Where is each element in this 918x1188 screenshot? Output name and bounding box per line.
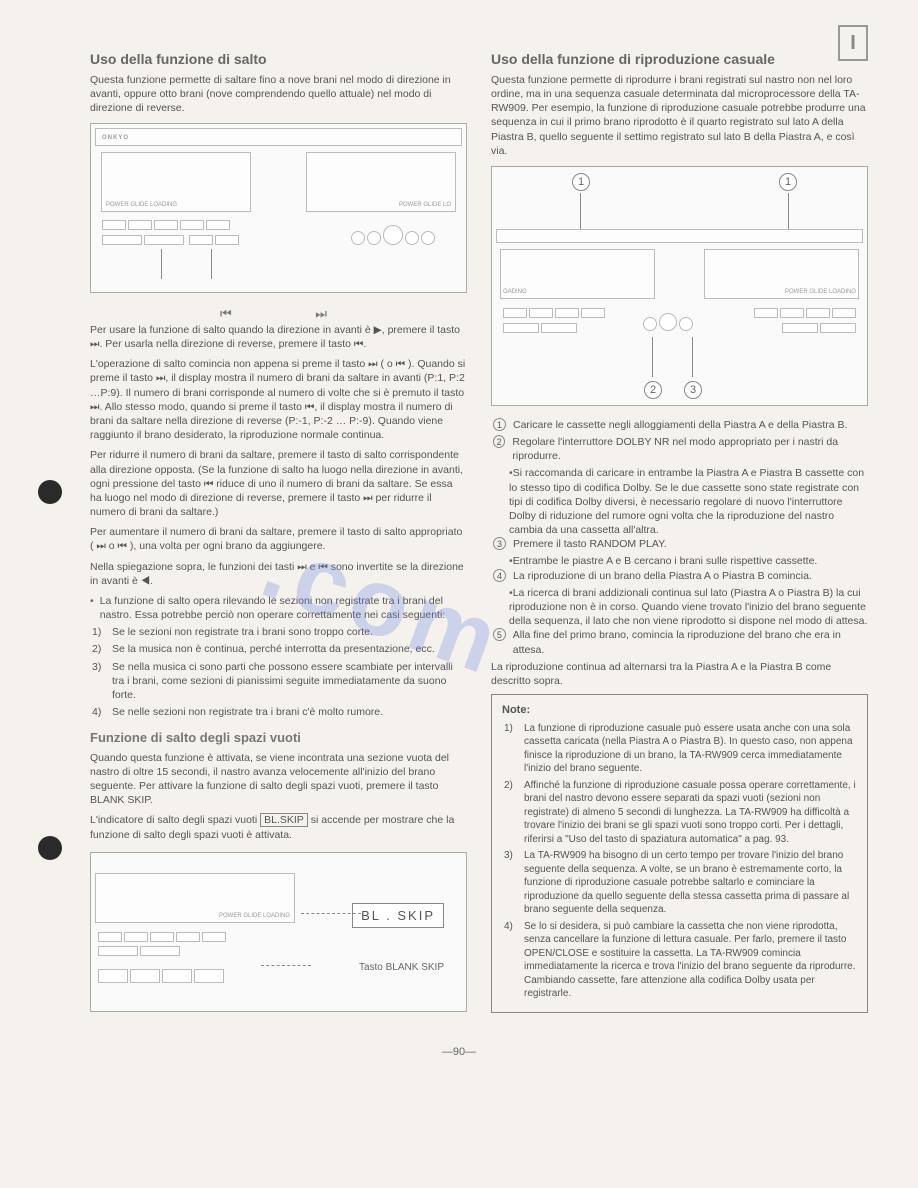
- step-text: La riproduzione di un brano della Piastr…: [513, 569, 812, 583]
- list-num: 3): [92, 660, 108, 703]
- step-text: Regolare l'interruttore DOLBY NR nel mod…: [512, 435, 868, 463]
- callout-3: 3: [684, 381, 702, 399]
- list-text: Se le sezioni non registrate tra i brani…: [112, 625, 373, 639]
- step-num: 5: [493, 628, 506, 641]
- panel-label: POWER GLIDE LOADING: [219, 912, 290, 920]
- right-column: Uso della funzione di riproduzione casua…: [491, 50, 868, 1024]
- notes-box: Note: 1)La funzione di riproduzione casu…: [491, 694, 868, 1013]
- blskip-indicator: BL . SKIP: [352, 903, 444, 929]
- panel-label: POWER GLIDE LOADING: [785, 288, 856, 296]
- step-note: La ricerca di brani addizionali continua…: [509, 587, 867, 627]
- deck-diagram-left: ONKYO POWER GLIDE LOADING POWER GLIDE LO: [90, 123, 467, 293]
- callout-2: 2: [644, 381, 662, 399]
- intro-para: Questa funzione permette di riprodurre i…: [491, 73, 868, 158]
- heading-salto: Uso della funzione di salto: [90, 50, 467, 69]
- page-number: —90—: [10, 1046, 908, 1058]
- list-text: Se nelle sezioni non registrate tra i br…: [112, 705, 383, 719]
- callout-1: 1: [572, 173, 590, 191]
- step-num: 4: [493, 569, 506, 582]
- list-num: 2): [92, 642, 108, 656]
- note-num: 3): [504, 849, 520, 917]
- binder-hole: [38, 836, 62, 860]
- note-num: 1): [504, 722, 520, 776]
- numbered-list: 1) Se le sezioni non registrate tra i bra…: [90, 625, 467, 719]
- list-text: Se nella musica ci sono parti che posson…: [112, 660, 467, 703]
- callout-1b: 1: [779, 173, 797, 191]
- panel-label: POWER GLIDE LO: [399, 201, 451, 209]
- note-text: Se lo si desidera, si può cambiare la ca…: [524, 920, 857, 1001]
- step-text: Alla fine del primo brano, comincia la r…: [513, 628, 868, 656]
- skip-icons: ⏮ ⏭: [90, 305, 467, 323]
- step-num: 1: [493, 418, 506, 431]
- page-columns: Uso della funzione di salto Questa funzi…: [10, 20, 908, 1034]
- section-indicator: I: [838, 25, 868, 61]
- list-text: Se la musica non è continua, perché inte…: [112, 642, 435, 656]
- note-text: La funzione di riproduzione casuale può …: [524, 722, 857, 776]
- inline-indicator: BL.SKIP: [260, 813, 308, 827]
- body-para: Nella spiegazione sopra, le funzioni dei…: [90, 560, 467, 588]
- note-text: Affinché la funzione di riproduzione cas…: [524, 779, 857, 847]
- body-para: Per aumentare il numero di brani da salt…: [90, 525, 467, 553]
- body-para: L'operazione di salto comincia non appen…: [90, 357, 467, 442]
- closing-para: La riproduzione continua ad alternarsi t…: [491, 660, 868, 688]
- note-num: 4): [504, 920, 520, 1001]
- step-num: 3: [493, 537, 506, 550]
- intro-para: Questa funzione permette di saltare fino…: [90, 73, 467, 116]
- list-num: 1): [92, 625, 108, 639]
- heading-random: Uso della funzione di riproduzione casua…: [491, 50, 868, 69]
- brand-label: ONKYO: [102, 135, 129, 141]
- list-num: 4): [92, 705, 108, 719]
- note-num: 2): [504, 779, 520, 847]
- steps-list: 1 Caricare le cassette negli alloggiament…: [491, 418, 868, 657]
- step-note: Entrambe le piastre A e B cercano i bran…: [513, 555, 818, 567]
- body-para: Per usare la funzione di salto quando la…: [90, 323, 467, 351]
- body-para: Per ridurre il numero di brani da saltar…: [90, 448, 467, 519]
- panel-label: POWER GLIDE LOADING: [106, 201, 177, 209]
- heading-blank-skip: Funzione di salto degli spazi vuoti: [90, 729, 467, 747]
- bullet-text: La funzione di salto opera rilevando le …: [100, 594, 467, 622]
- bullet-icon: [90, 594, 94, 622]
- blskip-caption: Tasto BLANK SKIP: [359, 961, 444, 975]
- left-column: Uso della funzione di salto Questa funzi…: [90, 50, 467, 1024]
- deck-diagram-right: 1 1 OADING POWER GLIDE LOADING: [491, 166, 868, 406]
- step-text: Premere il tasto RANDOM PLAY.: [513, 537, 667, 551]
- body-para: L'indicatore di salto degli spazi vuoti …: [90, 813, 467, 841]
- note-text: La TA-RW909 ha bisogno di un certo tempo…: [524, 849, 857, 917]
- step-text: Caricare le cassette negli alloggiamenti…: [513, 418, 847, 432]
- panel-label: OADING: [503, 288, 527, 296]
- step-note: Si raccomanda di caricare in entrambe la…: [509, 467, 864, 536]
- blskip-diagram: POWER GLIDE LOADING BL . SKIP Tasto BLAN…: [90, 852, 467, 1012]
- binder-hole: [38, 480, 62, 504]
- bullet-list: La funzione di salto opera rilevando le …: [90, 594, 467, 622]
- body-para: Quando questa funzione è attivata, se vi…: [90, 751, 467, 808]
- notes-title: Note:: [502, 703, 857, 718]
- step-num: 2: [493, 435, 505, 448]
